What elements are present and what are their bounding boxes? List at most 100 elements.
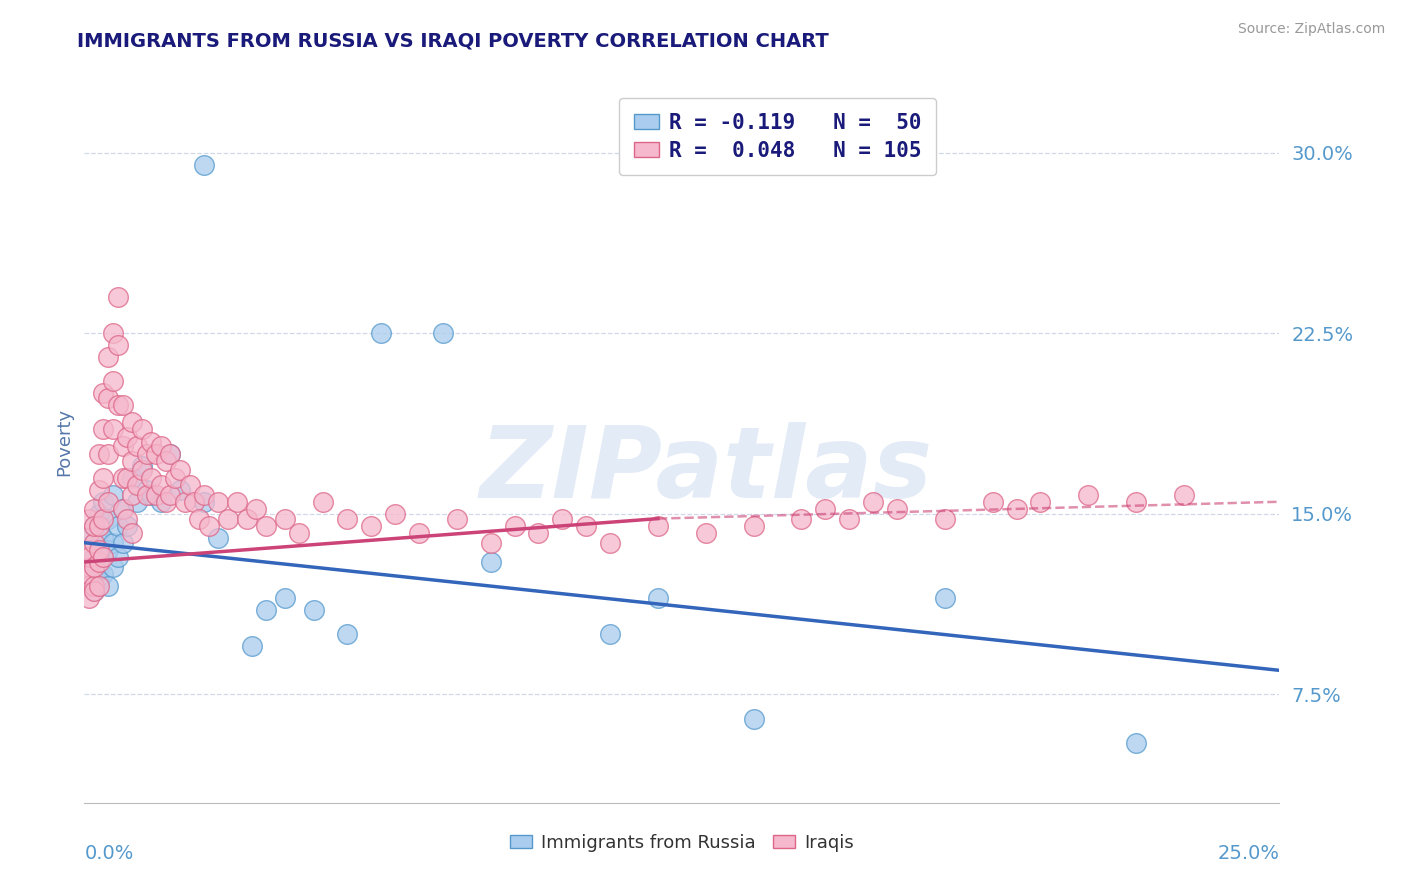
Text: IMMIGRANTS FROM RUSSIA VS IRAQI POVERTY CORRELATION CHART: IMMIGRANTS FROM RUSSIA VS IRAQI POVERTY … — [77, 31, 830, 50]
Point — [384, 507, 406, 521]
Point — [1029, 494, 1052, 508]
Point — [1173, 487, 1195, 501]
Point — [302, 603, 325, 617]
Point — [87, 555, 110, 569]
Point — [742, 519, 765, 533]
Point — [107, 290, 129, 304]
Point — [862, 494, 884, 508]
Point — [87, 483, 110, 497]
Point — [87, 542, 110, 557]
Point — [93, 511, 115, 525]
Point — [87, 559, 110, 574]
Point — [336, 511, 359, 525]
Point — [503, 519, 526, 533]
Point — [97, 447, 120, 461]
Point — [1077, 487, 1099, 501]
Point — [159, 447, 181, 461]
Point — [131, 423, 153, 437]
Point — [83, 550, 105, 565]
Point — [111, 535, 134, 549]
Point — [226, 494, 249, 508]
Point — [97, 511, 120, 525]
Point — [107, 519, 129, 533]
Point — [83, 559, 105, 574]
Point — [886, 502, 908, 516]
Point — [107, 338, 129, 352]
Point — [575, 519, 598, 533]
Point — [97, 579, 120, 593]
Point — [101, 326, 124, 341]
Point — [254, 603, 277, 617]
Point — [83, 535, 105, 549]
Point — [1005, 502, 1028, 516]
Text: Source: ZipAtlas.com: Source: ZipAtlas.com — [1237, 22, 1385, 37]
Point — [370, 326, 392, 341]
Point — [111, 502, 134, 516]
Point — [647, 519, 669, 533]
Point — [97, 542, 120, 557]
Point — [87, 507, 110, 521]
Point — [107, 550, 129, 565]
Point — [188, 511, 211, 525]
Point — [274, 511, 297, 525]
Point — [87, 526, 110, 541]
Point — [1125, 494, 1147, 508]
Point — [77, 559, 100, 574]
Point — [93, 531, 115, 545]
Point — [121, 526, 143, 541]
Point — [107, 398, 129, 412]
Point — [173, 494, 195, 508]
Point — [193, 494, 215, 508]
Point — [125, 494, 148, 508]
Point — [101, 535, 124, 549]
Point — [87, 447, 110, 461]
Point — [527, 526, 550, 541]
Point — [93, 423, 115, 437]
Point — [125, 478, 148, 492]
Point — [599, 627, 621, 641]
Point — [111, 398, 134, 412]
Point — [87, 579, 110, 593]
Point — [155, 454, 177, 468]
Point — [647, 591, 669, 606]
Point — [117, 511, 139, 525]
Point — [408, 526, 430, 541]
Point — [83, 579, 105, 593]
Point — [135, 483, 157, 497]
Point — [121, 471, 143, 485]
Point — [236, 511, 259, 525]
Point — [312, 494, 335, 508]
Point — [77, 555, 100, 569]
Point — [101, 559, 124, 574]
Point — [479, 555, 502, 569]
Point — [77, 511, 100, 525]
Point — [83, 583, 105, 598]
Point — [121, 415, 143, 429]
Point — [159, 447, 181, 461]
Point — [197, 519, 219, 533]
Point — [111, 502, 134, 516]
Point — [149, 439, 172, 453]
Point — [117, 430, 139, 444]
Point — [149, 494, 172, 508]
Point — [934, 591, 956, 606]
Point — [446, 511, 468, 525]
Point — [87, 542, 110, 557]
Point — [83, 502, 105, 516]
Point — [93, 494, 115, 508]
Point — [93, 567, 115, 582]
Point — [336, 627, 359, 641]
Point — [838, 511, 860, 525]
Point — [77, 567, 100, 582]
Point — [111, 471, 134, 485]
Point — [207, 531, 229, 545]
Point — [83, 583, 105, 598]
Point — [432, 326, 454, 341]
Point — [93, 550, 115, 565]
Point — [101, 375, 124, 389]
Point — [77, 526, 100, 541]
Point — [131, 463, 153, 477]
Point — [790, 511, 813, 525]
Point — [77, 531, 100, 545]
Point — [145, 447, 167, 461]
